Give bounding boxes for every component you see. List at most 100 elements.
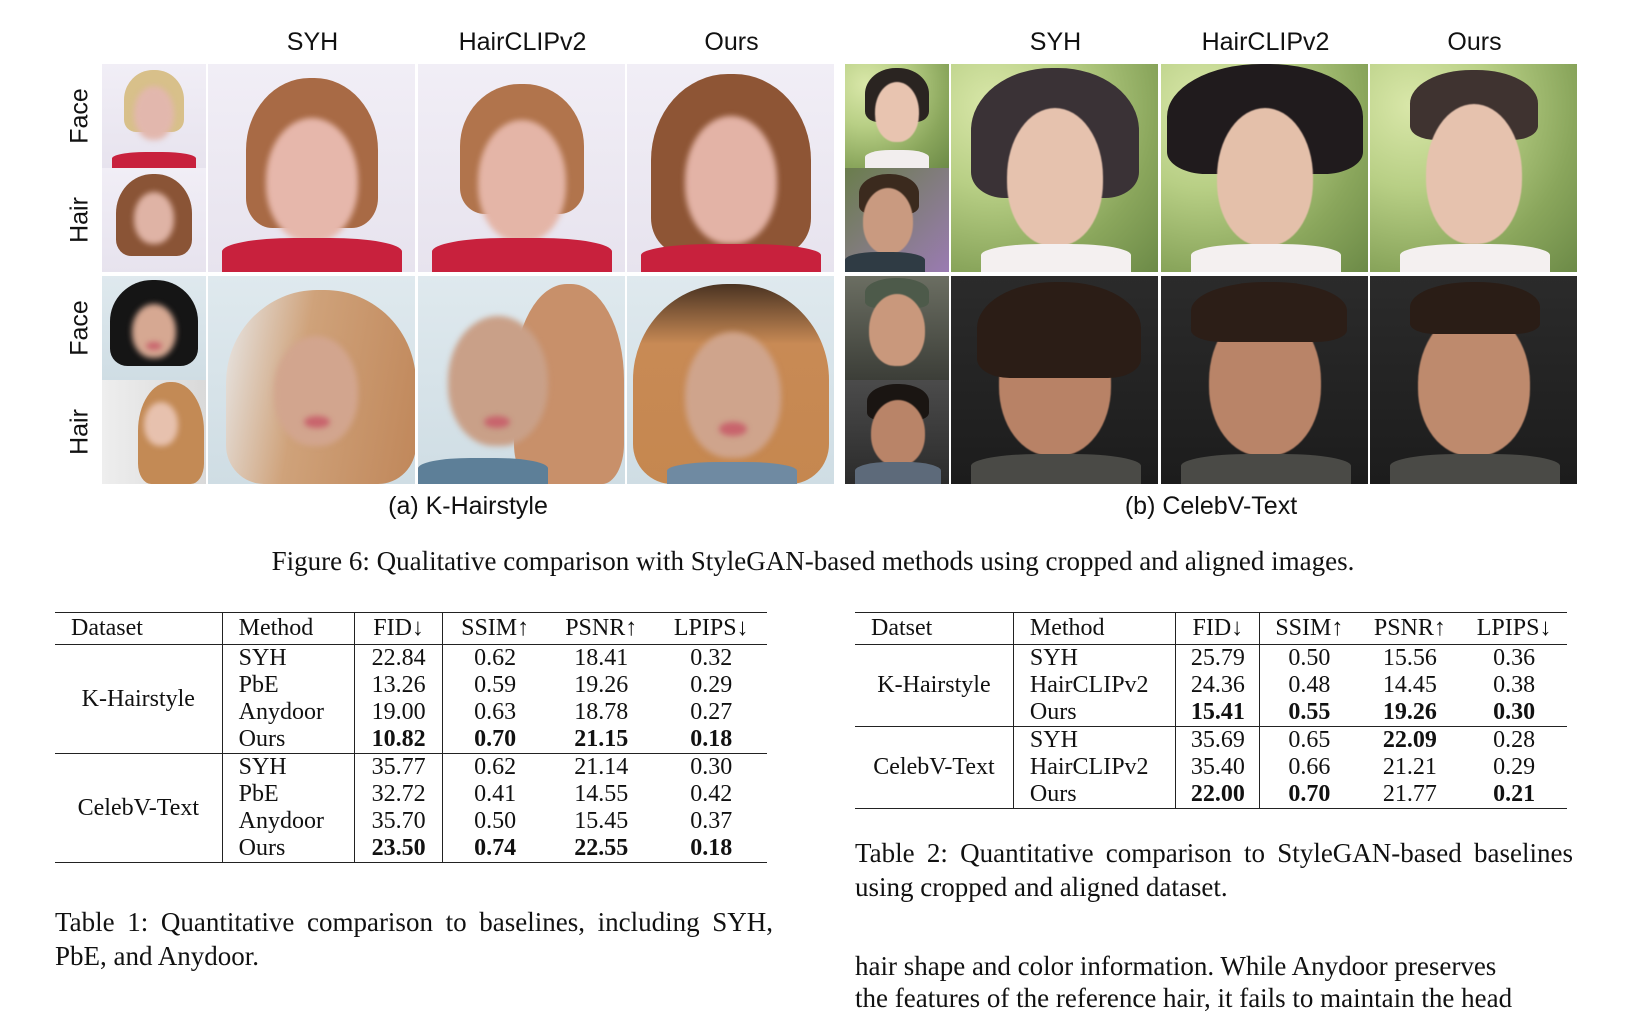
table-1-header-row: Dataset Method FID↓ SSIM↑ PSNR↑ LPIPS↓ bbox=[55, 612, 767, 645]
t2-ssim: 0.50 bbox=[1288, 645, 1331, 671]
t2-lpips: 0.38 bbox=[1493, 672, 1536, 698]
table-row: CelebV-Text SYH 35.69 0.65 22.09 0.28 bbox=[855, 726, 1567, 809]
result-ours-khair-1 bbox=[627, 64, 834, 272]
t1-method: Ours bbox=[222, 835, 355, 863]
col-header-syh-right: SYH bbox=[1029, 28, 1082, 56]
t1-ssim: 0.62 bbox=[474, 645, 517, 671]
t2-header-fid: FID↓ bbox=[1175, 612, 1261, 645]
t2-ssim: 0.65 bbox=[1288, 727, 1331, 753]
t1-ssim: 0.74 bbox=[474, 835, 517, 861]
thumb-hair-celebv-1 bbox=[845, 168, 949, 272]
t2-ssim: 0.66 bbox=[1288, 754, 1331, 780]
thumb-face-khair-2 bbox=[102, 276, 206, 380]
t1-psnr: 14.55 bbox=[574, 781, 629, 807]
table-row: K-Hairstyle SYH 25.79 0.50 15.56 0.36 bbox=[855, 644, 1567, 727]
thumb-face-celebv-1 bbox=[845, 64, 949, 168]
result-hairclipv2-khair-2 bbox=[418, 276, 625, 484]
t1-psnr: 18.78 bbox=[574, 699, 629, 725]
table-row: Anydoor 19.00 0.63 18.78 0.27 bbox=[55, 699, 767, 726]
t2-method: HairCLIPv2 bbox=[1013, 672, 1177, 699]
t2-lpips: 0.29 bbox=[1493, 754, 1536, 780]
col-header-ours-left: Ours bbox=[704, 28, 759, 56]
t1-lpips: 0.30 bbox=[690, 754, 733, 780]
t2-ssim: 0.55 bbox=[1288, 699, 1331, 725]
t1-fid: 35.77 bbox=[354, 753, 444, 781]
body-paragraph: hair shape and color information. While … bbox=[855, 950, 1575, 1014]
t1-dataset-k-hairstyle: K-Hairstyle bbox=[55, 644, 223, 754]
table-1-caption: Table 1: Quantitative comparison to base… bbox=[55, 907, 773, 971]
t1-method: PbE bbox=[222, 781, 355, 808]
t1-method: SYH bbox=[222, 753, 355, 781]
result-hairclipv2-khair-1 bbox=[418, 64, 625, 272]
table-1: Dataset Method FID↓ SSIM↑ PSNR↑ LPIPS↓ K… bbox=[55, 612, 767, 863]
t1-lpips: 0.27 bbox=[690, 699, 733, 725]
t1-lpips: 0.42 bbox=[690, 781, 733, 807]
t2-psnr: 15.56 bbox=[1382, 645, 1437, 671]
t2-fid: 24.36 bbox=[1175, 672, 1261, 699]
row-label-hair-1: Hair bbox=[65, 197, 94, 243]
t1-method: Anydoor bbox=[222, 808, 355, 835]
body-line-1: hair shape and color information. While … bbox=[855, 951, 1497, 981]
t1-ssim: 0.41 bbox=[474, 781, 517, 807]
t2-psnr: 21.21 bbox=[1382, 754, 1437, 780]
t1-fid: 23.50 bbox=[354, 835, 444, 863]
result-ours-celebv-1 bbox=[1370, 64, 1577, 272]
table-row: Ours 23.50 0.74 22.55 0.18 bbox=[55, 835, 767, 863]
t1-ssim: 0.62 bbox=[474, 754, 517, 780]
thumb-hair-celebv-2 bbox=[845, 380, 949, 484]
thumb-face-khair-1 bbox=[102, 64, 206, 168]
t1-header-ssim: SSIM↑ bbox=[461, 615, 530, 641]
table-row: Ours 22.00 0.70 21.77 0.21 bbox=[855, 781, 1567, 809]
figure-6: SYH HairCLIPv2 Ours SYH HairCLIPv2 Ours … bbox=[65, 28, 1577, 520]
t2-method: HairCLIPv2 bbox=[1013, 754, 1177, 781]
t2-group-celebv-text: CelebV-Text SYH 35.69 0.65 22.09 0.28 Ha… bbox=[855, 726, 1567, 809]
table-row: K-Hairstyle SYH 22.84 0.62 18.41 0.32 bbox=[55, 644, 767, 754]
subcaption-celebv-text: (b) CelebV-Text bbox=[1124, 492, 1298, 520]
t1-header-lpips: LPIPS↓ bbox=[673, 615, 749, 641]
table-row: PbE 13.26 0.59 19.26 0.29 bbox=[55, 672, 767, 699]
t1-lpips: 0.32 bbox=[690, 645, 733, 671]
table-row: Anydoor 35.70 0.50 15.45 0.37 bbox=[55, 808, 767, 835]
t1-method: PbE bbox=[222, 672, 355, 699]
result-hairclipv2-celebv-1 bbox=[1161, 64, 1368, 272]
t1-psnr: 21.15 bbox=[574, 726, 629, 752]
t1-ssim: 0.59 bbox=[474, 672, 517, 698]
t1-group-k-hairstyle: K-Hairstyle SYH 22.84 0.62 18.41 0.32 Pb… bbox=[55, 644, 767, 754]
t2-header-psnr: PSNR↑ bbox=[1373, 615, 1446, 641]
t2-psnr: 22.09 bbox=[1382, 727, 1437, 753]
subcaption-k-hairstyle: (a) K-Hairstyle bbox=[388, 492, 548, 520]
t2-lpips: 0.30 bbox=[1493, 699, 1536, 725]
t2-lpips: 0.21 bbox=[1493, 781, 1536, 807]
t2-method: Ours bbox=[1013, 699, 1177, 727]
table-row: Ours 15.41 0.55 19.26 0.30 bbox=[855, 699, 1567, 727]
t1-method: Anydoor bbox=[222, 699, 355, 726]
t2-psnr: 14.45 bbox=[1382, 672, 1437, 698]
result-syh-celebv-2 bbox=[951, 276, 1158, 484]
t2-psnr: 21.77 bbox=[1382, 781, 1437, 807]
table-2-caption: Table 2: Quantitative comparison to Styl… bbox=[855, 838, 1573, 902]
t2-header-lpips: LPIPS↓ bbox=[1476, 615, 1552, 641]
t2-header-ssim: SSIM↑ bbox=[1275, 615, 1344, 641]
table-row: HairCLIPv2 35.40 0.66 21.21 0.29 bbox=[855, 754, 1567, 781]
t2-method: Ours bbox=[1013, 781, 1177, 809]
t1-fid: 22.84 bbox=[354, 644, 444, 672]
t1-dataset-celebv-text: CelebV-Text bbox=[55, 753, 223, 863]
t1-ssim: 0.63 bbox=[474, 699, 517, 725]
t2-fid: 35.40 bbox=[1175, 754, 1261, 781]
t1-fid: 10.82 bbox=[354, 726, 444, 754]
col-header-hairclipv2-right: HairCLIPv2 bbox=[1201, 28, 1330, 56]
row-label-hair-2: Hair bbox=[65, 409, 94, 455]
t1-lpips: 0.18 bbox=[690, 726, 733, 752]
row-label-face-1: Face bbox=[65, 88, 94, 144]
col-header-ours-right: Ours bbox=[1447, 28, 1502, 56]
t2-lpips: 0.28 bbox=[1493, 727, 1536, 753]
t1-psnr: 18.41 bbox=[574, 645, 629, 671]
t2-header-method: Method bbox=[1013, 612, 1177, 645]
t1-fid: 19.00 bbox=[354, 699, 444, 726]
t1-ssim: 0.70 bbox=[474, 726, 517, 752]
t1-method: Ours bbox=[222, 726, 355, 754]
thumb-hair-khair-2 bbox=[102, 380, 206, 484]
t1-psnr: 15.45 bbox=[574, 808, 629, 834]
t2-dataset-k-hairstyle: K-Hairstyle bbox=[855, 644, 1014, 727]
t1-header-method: Method bbox=[222, 612, 355, 645]
